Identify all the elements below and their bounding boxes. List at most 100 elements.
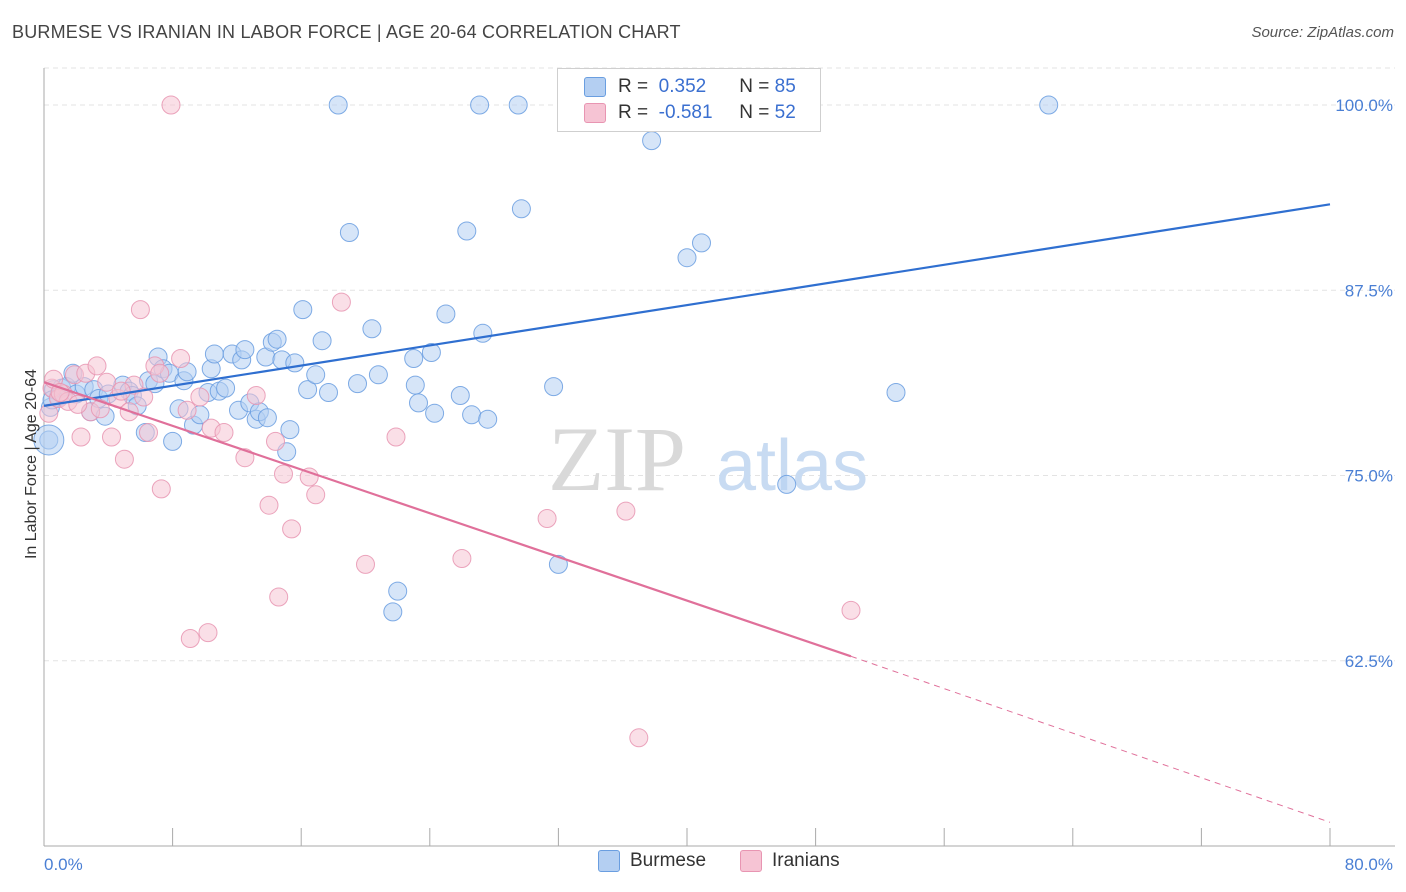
point-iranians-43	[452, 549, 472, 568]
legend-row-iranians: R = -0.581 N = 52	[584, 100, 796, 126]
watermark-zip: ZIP	[548, 408, 686, 510]
point-burmese-64	[409, 393, 428, 413]
point-iranians-49	[68, 394, 88, 414]
point-iranians-36	[274, 464, 293, 484]
watermark: ZIP atlas	[548, 408, 868, 510]
chart-source: Source: ZipAtlas.com	[1251, 24, 1394, 41]
point-burmese-45	[267, 329, 287, 349]
point-burmese-52	[306, 365, 326, 385]
point-iranians-34	[266, 431, 285, 451]
point-burmese-83	[1039, 95, 1059, 115]
trend-lines	[43, 203, 1331, 823]
series-swatch-burmese	[598, 850, 620, 872]
point-iranians-26	[180, 629, 200, 648]
point-burmese-67	[436, 304, 456, 324]
point-burmese-59	[368, 365, 388, 385]
legend-swatch-burmese	[584, 77, 606, 97]
point-burmese-48	[280, 420, 300, 440]
y-axis-label: In Labor Force | Age 20-64	[23, 369, 40, 559]
point-burmese-73	[478, 409, 498, 429]
point-burmese-70	[462, 405, 482, 425]
point-burmese-78	[642, 131, 662, 151]
point-iranians-10	[87, 356, 107, 376]
point-iranians-45	[616, 501, 636, 521]
trendline-burmese-0	[43, 203, 1331, 407]
x-tick-label-1: 80.0%	[1345, 855, 1393, 874]
point-burmese-51	[298, 380, 318, 400]
legend-r-label-burmese: R =	[618, 76, 649, 97]
point-iranians-38	[299, 467, 319, 487]
point-iranians-33	[259, 495, 279, 515]
point-burmese-63	[405, 375, 425, 395]
trendline-iranians-1	[43, 381, 852, 658]
point-burmese-82	[886, 383, 906, 402]
point-iranians-12	[97, 372, 117, 392]
point-burmese-50	[293, 300, 313, 320]
point-burmese-81	[777, 474, 797, 494]
legend-r-value-burmese: 0.352	[658, 76, 707, 97]
point-iranians-25	[177, 400, 197, 420]
point-iranians-30	[214, 423, 234, 442]
legend-n-value-burmese: 85	[774, 76, 796, 97]
point-burmese-large	[33, 424, 65, 456]
point-iranians-24	[171, 349, 191, 368]
point-iranians-37	[282, 519, 302, 539]
point-iranians-18	[130, 300, 150, 320]
point-burmese-49	[285, 353, 305, 373]
series-legend: Burmese Iranians	[0, 850, 1406, 878]
point-iranians-28	[198, 623, 218, 643]
point-burmese-72	[473, 323, 493, 343]
series-legend-iranians[interactable]: Iranians	[740, 850, 840, 872]
legend-n-label-iranians: N =	[739, 102, 770, 123]
trendline-iranians-2	[850, 655, 1331, 823]
point-iranians-11	[90, 399, 110, 419]
point-burmese-61	[388, 581, 408, 601]
point-burmese-71	[470, 95, 490, 115]
legend-n-label-burmese: N =	[739, 76, 770, 97]
point-iranians-35	[269, 587, 289, 607]
point-burmese-55	[328, 95, 348, 115]
point-burmese-76	[544, 377, 564, 397]
point-burmese-74	[508, 95, 528, 115]
legend-r-label-iranians: R =	[618, 102, 649, 123]
point-iranians-13	[102, 427, 121, 447]
point-iranians-15	[114, 449, 134, 469]
legend-n-value-iranians: 52	[774, 102, 796, 123]
axes	[43, 68, 1395, 847]
y-tick-label-3: 100.0%	[1335, 96, 1393, 115]
point-burmese-43	[257, 408, 277, 428]
watermark-atlas: atlas	[716, 426, 868, 506]
point-burmese-69	[457, 221, 477, 241]
chart-title: BURMESE VS IRANIAN IN LABOR FORCE | AGE …	[12, 22, 681, 42]
point-iranians-50	[111, 381, 131, 401]
point-iranians-46	[629, 728, 649, 748]
point-iranians-22	[151, 479, 171, 499]
point-burmese-62	[404, 349, 424, 368]
point-burmese-60	[383, 602, 403, 622]
point-iranians-42	[386, 427, 406, 447]
point-burmese-79	[677, 248, 697, 268]
series-legend-burmese[interactable]: Burmese	[598, 850, 706, 872]
point-burmese-32	[204, 344, 224, 364]
series-label-burmese: Burmese	[630, 850, 707, 871]
point-burmese-66	[425, 403, 445, 423]
x-tick-label-0: 0.0%	[44, 855, 83, 874]
point-iranians-51	[134, 387, 154, 407]
series-label-iranians: Iranians	[772, 850, 840, 871]
point-burmese-38	[235, 340, 255, 360]
point-iranians-21	[150, 363, 170, 383]
point-iranians-47	[841, 600, 861, 620]
point-burmese-75	[511, 199, 531, 219]
point-iranians-41	[356, 554, 375, 574]
point-iranians-19	[139, 423, 158, 442]
y-tick-label-0: 62.5%	[1345, 652, 1393, 671]
point-burmese-80	[692, 233, 711, 253]
point-burmese-68	[450, 386, 470, 405]
point-iranians-23	[161, 95, 181, 115]
legend-r-value-iranians: -0.581	[658, 102, 713, 123]
point-iranians-27	[190, 387, 210, 407]
point-burmese-54	[319, 383, 338, 402]
y-tick-label-1: 75.0%	[1345, 467, 1393, 486]
point-burmese-57	[348, 374, 367, 394]
